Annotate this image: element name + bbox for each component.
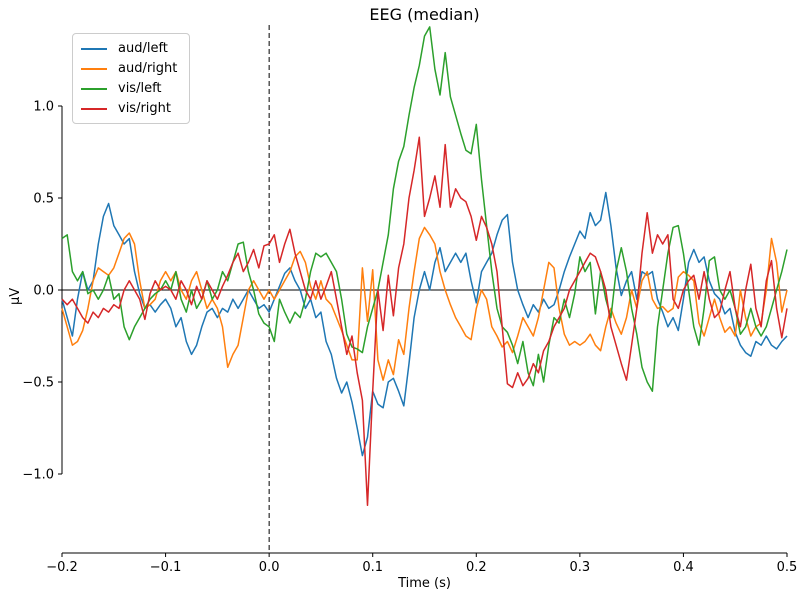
legend-line-swatch: [81, 107, 107, 110]
legend-line-swatch: [81, 67, 107, 70]
x-tick-label: −0.2: [46, 560, 78, 575]
chart-title: EEG (median): [369, 5, 480, 24]
legend-item-label: aud/right: [118, 61, 178, 76]
y-tick-label: 1.0: [33, 100, 54, 115]
x-tick-label: −0.1: [150, 560, 182, 575]
x-axis-label: Time (s): [398, 576, 451, 591]
series-aud-left: [61, 191, 788, 457]
legend-item: aud/right: [81, 62, 177, 75]
y-tick-label: 0.0: [33, 284, 54, 299]
y-tick-label: −1.0: [22, 468, 54, 483]
y-tick-label: 0.5: [33, 192, 54, 207]
legend-item: vis/right: [81, 102, 177, 115]
x-tick-label: 0.3: [570, 560, 591, 575]
legend: aud/left aud/right vis/left vis/right: [72, 33, 191, 124]
x-tick-label: 0.0: [259, 560, 280, 575]
legend-item-label: aud/left: [118, 41, 168, 56]
legend-item: vis/left: [81, 82, 177, 95]
x-tick-label: 0.1: [362, 560, 383, 575]
series-vis-left: [61, 26, 788, 392]
legend-line-swatch: [81, 87, 107, 90]
y-axis-label: µV: [8, 287, 23, 305]
x-tick-label: 0.5: [777, 560, 798, 575]
series-vis-right: [61, 136, 788, 507]
series-aud-right: [61, 226, 788, 381]
legend-item: aud/left: [81, 42, 177, 55]
legend-line-swatch: [81, 47, 107, 50]
legend-item-label: vis/left: [118, 81, 162, 96]
x-tick-label: 0.4: [673, 560, 694, 575]
x-tick-label: 0.2: [466, 560, 487, 575]
legend-item-label: vis/right: [118, 101, 172, 116]
y-tick-label: −0.5: [22, 376, 54, 391]
